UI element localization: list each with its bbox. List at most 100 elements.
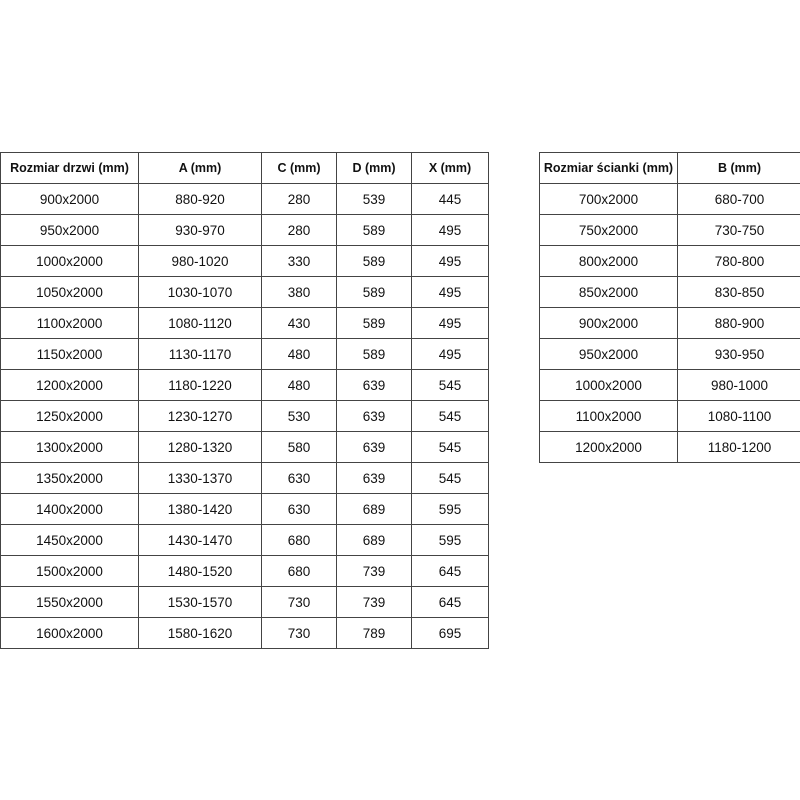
table-cell: 739	[336, 555, 412, 587]
table-cell: 950x2000	[0, 214, 139, 246]
table-row: 1550x2000 1530-1570 730 739 645	[0, 586, 489, 618]
table-cell: 1500x2000	[0, 555, 139, 587]
table-cell: 495	[411, 214, 489, 246]
table-cell: 930-950	[677, 338, 800, 370]
table-cell: 639	[336, 431, 412, 463]
table-row: 950x2000 930-950	[539, 338, 800, 370]
table-cell: 730	[261, 586, 337, 618]
table-cell: 780-800	[677, 245, 800, 277]
table-cell: 1330-1370	[138, 462, 262, 494]
table-cell: 589	[336, 276, 412, 308]
table-cell: 1430-1470	[138, 524, 262, 556]
table-cell: 930-970	[138, 214, 262, 246]
table-row: 1100x2000 1080-1100	[539, 400, 800, 432]
table-cell: 645	[411, 555, 489, 587]
table-cell: 445	[411, 183, 489, 215]
table-cell: 595	[411, 493, 489, 525]
table-row: 1350x2000 1330-1370 630 639 545	[0, 462, 489, 494]
table-cell: 495	[411, 245, 489, 277]
table-cell: 800x2000	[539, 245, 678, 277]
table-row: 1200x2000 1180-1200	[539, 431, 800, 463]
table-row: 1300x2000 1280-1320 580 639 545	[0, 431, 489, 463]
table-cell: 589	[336, 307, 412, 339]
header-row: Rozmiar ścianki (mm) B (mm)	[539, 152, 800, 184]
table-cell: 739	[336, 586, 412, 618]
table-cell: 1480-1520	[138, 555, 262, 587]
table-row: 900x2000 880-920 280 539 445	[0, 183, 489, 215]
column-header: A (mm)	[138, 152, 262, 184]
table-cell: 630	[261, 462, 337, 494]
table-cell: 980-1020	[138, 245, 262, 277]
table-row: 1400x2000 1380-1420 630 689 595	[0, 493, 489, 525]
table-cell: 900x2000	[539, 307, 678, 339]
table-cell: 495	[411, 276, 489, 308]
table-cell: 280	[261, 214, 337, 246]
column-header: X (mm)	[411, 152, 489, 184]
table-cell: 1550x2000	[0, 586, 139, 618]
column-header: Rozmiar ścianki (mm)	[539, 152, 678, 184]
wall-size-table: Rozmiar ścianki (mm) B (mm) 700x2000 680-70…	[539, 152, 800, 463]
table-cell: 645	[411, 586, 489, 618]
column-header: Rozmiar drzwi (mm)	[0, 152, 139, 184]
table-cell: 1300x2000	[0, 431, 139, 463]
table-cell: 1380-1420	[138, 493, 262, 525]
table-cell: 1200x2000	[539, 431, 678, 463]
column-header: C (mm)	[261, 152, 337, 184]
table-cell: 750x2000	[539, 214, 678, 246]
table-row: 1150x2000 1130-1170 480 589 495	[0, 338, 489, 370]
table-cell: 545	[411, 369, 489, 401]
table-cell: 1180-1200	[677, 431, 800, 463]
table-cell: 700x2000	[539, 183, 678, 215]
table-row: 1000x2000 980-1020 330 589 495	[0, 245, 489, 277]
table-cell: 589	[336, 214, 412, 246]
table-row: 800x2000 780-800	[539, 245, 800, 277]
table-cell: 689	[336, 493, 412, 525]
table-cell: 630	[261, 493, 337, 525]
table-cell: 950x2000	[539, 338, 678, 370]
table-cell: 1150x2000	[0, 338, 139, 370]
table-cell: 430	[261, 307, 337, 339]
table-cell: 680	[261, 524, 337, 556]
table-cell: 1080-1100	[677, 400, 800, 432]
table-cell: 545	[411, 462, 489, 494]
table-row: 1450x2000 1430-1470 680 689 595	[0, 524, 489, 556]
table-cell: 980-1000	[677, 369, 800, 401]
table-cell: 1450x2000	[0, 524, 139, 556]
table-row: 950x2000 930-970 280 589 495	[0, 214, 489, 246]
table-cell: 1250x2000	[0, 400, 139, 432]
table-cell: 495	[411, 338, 489, 370]
table-cell: 1400x2000	[0, 493, 139, 525]
table-cell: 680	[261, 555, 337, 587]
table-cell: 280	[261, 183, 337, 215]
table-cell: 880-920	[138, 183, 262, 215]
table-cell: 689	[336, 524, 412, 556]
table-cell: 1180-1220	[138, 369, 262, 401]
table-cell: 1080-1120	[138, 307, 262, 339]
table-cell: 730	[261, 617, 337, 649]
table-row: 1100x2000 1080-1120 430 589 495	[0, 307, 489, 339]
table-cell: 380	[261, 276, 337, 308]
table-cell: 850x2000	[539, 276, 678, 308]
table-row: 1600x2000 1580-1620 730 789 695	[0, 617, 489, 649]
table-cell: 695	[411, 617, 489, 649]
table-cell: 639	[336, 400, 412, 432]
table-row: 700x2000 680-700	[539, 183, 800, 215]
table-cell: 539	[336, 183, 412, 215]
table-cell: 1530-1570	[138, 586, 262, 618]
table-cell: 530	[261, 400, 337, 432]
table-cell: 495	[411, 307, 489, 339]
table-cell: 480	[261, 369, 337, 401]
table-cell: 1000x2000	[0, 245, 139, 277]
table-cell: 545	[411, 431, 489, 463]
table-cell: 880-900	[677, 307, 800, 339]
table-cell: 639	[336, 369, 412, 401]
table-cell: 680-700	[677, 183, 800, 215]
table-cell: 1100x2000	[0, 307, 139, 339]
header-row: Rozmiar drzwi (mm) A (mm) C (mm) D (mm) X (m…	[0, 152, 489, 184]
table-cell: 480	[261, 338, 337, 370]
table-row: 750x2000 730-750	[539, 214, 800, 246]
table-cell: 789	[336, 617, 412, 649]
column-header: D (mm)	[336, 152, 412, 184]
column-header: B (mm)	[677, 152, 800, 184]
table-cell: 1100x2000	[539, 400, 678, 432]
